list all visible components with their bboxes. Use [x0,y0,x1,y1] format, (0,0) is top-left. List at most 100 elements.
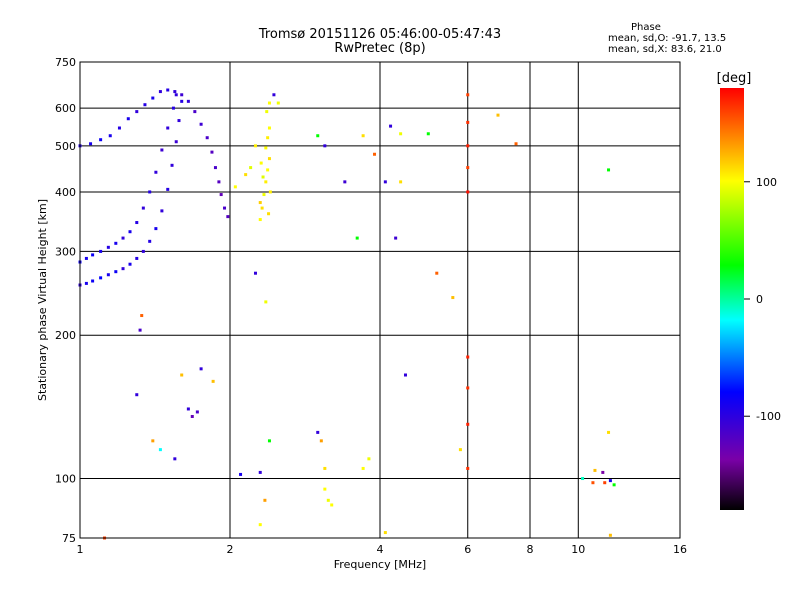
data-point [260,206,264,210]
data-point [272,93,276,97]
y-axis-ticks: 75 100 200 300 400 500 600 750 [55,56,76,545]
data-point [581,477,585,481]
data-point [330,503,334,507]
x-tick-label: 1 [77,543,84,556]
data-point [373,152,377,156]
data-point [180,373,184,377]
data-point [166,187,170,191]
data-point [261,175,265,179]
data-point [135,221,139,225]
y-tick-label: 750 [55,56,76,69]
x-axis-ticks: 1 2 4 6 8 10 16 [77,543,688,556]
data-point [121,267,125,271]
x-axis-label: Frequency [MHz] [334,558,426,571]
data-point [158,448,162,452]
data-point [608,533,612,537]
data-point [394,236,398,240]
data-point [154,227,158,231]
data-point [268,190,272,194]
data-point [106,245,110,249]
data-point [343,180,347,184]
data-point [389,124,393,128]
data-point [426,132,430,136]
y-tick-label: 75 [62,532,76,545]
data-point [361,466,365,470]
y-tick-label: 500 [55,140,76,153]
data-point [466,120,470,124]
data-point [199,122,203,126]
chart-title: Tromsø 20151126 05:46:00-05:47:43 [258,27,502,42]
data-point [128,230,132,234]
plot-frame [79,61,681,539]
data-point [383,531,387,535]
data-point [135,256,139,260]
data-point [262,193,266,197]
colorbar-tick-label: 100 [756,176,777,189]
data-point [199,367,203,371]
x-tick-label: 2 [227,543,234,556]
phase-heading: Phase [631,22,661,33]
data-point [435,271,439,275]
data-point [135,393,139,397]
phase-stat-x: mean, sd,X: 83.6, 21.0 [608,44,722,55]
data-point [355,236,359,240]
data-point [458,448,462,452]
data-point [466,166,470,170]
data-point [316,134,320,138]
data-point [266,136,270,140]
data-points [78,88,616,540]
colorbar: [deg] 100 0 -100 [717,71,781,510]
data-point [210,150,214,154]
data-point [267,126,271,130]
data-point [267,157,271,161]
data-point [223,206,227,210]
x-tick-label: 8 [527,543,534,556]
data-point [233,185,237,189]
colorbar-label: [deg] [717,71,752,86]
data-point [264,146,268,150]
data-point [173,90,177,94]
data-point [399,132,403,136]
y-tick-label: 200 [55,329,76,342]
colorbar-tick-label: 0 [756,293,763,306]
colorbar-ticks: 100 0 -100 [744,176,781,423]
data-point [140,314,144,318]
data-point [213,166,217,170]
data-point [173,457,177,461]
data-point [607,168,611,172]
data-point [466,466,470,470]
data-point [158,90,162,94]
data-point [128,262,132,266]
colorbar-tick-label: -100 [756,410,781,423]
data-point [154,170,158,174]
data-point [143,103,147,107]
data-point [265,110,269,114]
data-point [126,117,130,121]
data-point [135,110,139,114]
data-point [91,279,95,283]
data-point [266,168,270,172]
data-point [148,239,152,243]
data-point [211,379,215,383]
phase-summary: Phase mean, sd,O: -91.7, 13.5 mean, sd,X… [608,22,726,55]
data-point [612,483,616,487]
data-point [217,180,221,184]
x-tick-label: 10 [571,543,585,556]
data-point [108,134,112,138]
data-point [180,99,184,103]
data-point [267,212,271,216]
data-point [466,422,470,426]
data-point [258,470,262,474]
data-point [319,439,323,443]
data-point [601,470,605,474]
data-point [466,386,470,390]
chart-subtitle: RwPretec (8p) [334,41,426,56]
data-point [608,479,612,483]
data-point [264,300,268,304]
data-point [267,439,271,443]
phase-stat-o: mean, sd,O: -91.7, 13.5 [608,33,727,44]
data-point [466,144,470,148]
data-point [84,281,88,285]
data-point [170,163,174,167]
